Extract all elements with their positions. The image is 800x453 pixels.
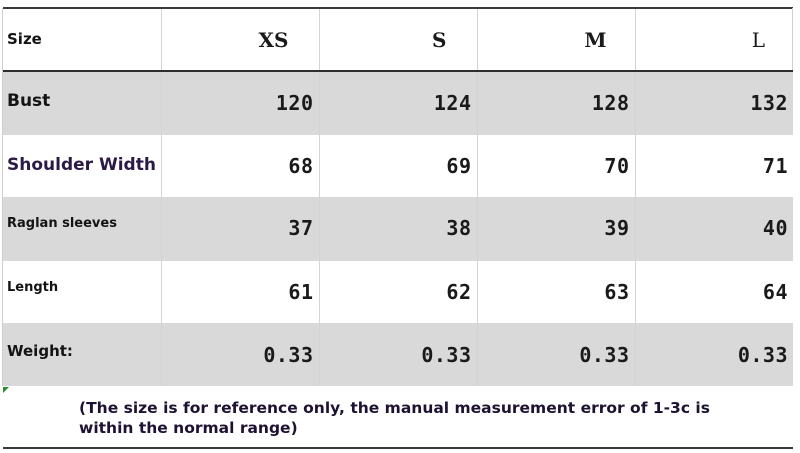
bust-m-cell: 128 [477,71,636,134]
table-row-weight: Weight: 0.33 0.33 0.33 0.33 [3,323,793,386]
shoulder-xs-cell: 68 [161,133,320,197]
row-label-length: Length [3,259,162,323]
length-l-cell: 64 [635,259,793,323]
table-row-bust: Bust 120 124 128 132 [3,71,793,134]
row-label-shoulder-width: Shoulder Width [3,133,162,197]
row-label-raglan-sleeves: Raglan sleeves [3,197,162,260]
measurement-note: (The size is for reference only, the man… [79,399,710,437]
size-table: Size XS S M L Bust 120 124 128 132 Shoul… [3,9,793,386]
size-s-header: S [319,9,478,72]
table-row-raglan-sleeves: Raglan sleeves 37 38 39 40 [3,197,793,260]
length-s-cell: 62 [319,259,478,323]
raglan-m-cell: 39 [477,197,636,260]
weight-l-cell: 0.33 [635,323,793,386]
left-edge-line [2,8,3,386]
weight-m-cell: 0.33 [477,323,636,386]
size-m-header: M [477,9,636,72]
table-row-length: Length 61 62 63 64 [3,259,793,323]
weight-xs-cell: 0.33 [161,323,320,386]
table-row-shoulder-width: Shoulder Width 68 69 70 71 [3,133,793,197]
top-rule [3,7,793,9]
raglan-l-cell: 40 [635,197,793,260]
length-m-cell: 63 [477,259,636,323]
length-xs-cell: 61 [161,259,320,323]
bottom-rule [3,447,793,449]
header-row: Size XS S M L [3,9,793,72]
shoulder-m-cell: 70 [477,133,636,197]
raglan-s-cell: 38 [319,197,478,260]
bust-s-cell: 124 [319,71,478,134]
bust-l-cell: 132 [635,71,793,134]
size-header-label: Size [3,9,162,72]
note-area [3,387,793,447]
row-label-bust: Bust [3,71,162,134]
shoulder-s-cell: 69 [319,133,478,197]
size-xs-header: XS [161,9,320,72]
shoulder-l-cell: 71 [635,133,793,197]
bust-xs-cell: 120 [161,71,320,134]
row-label-weight: Weight: [3,323,162,386]
raglan-xs-cell: 37 [161,197,320,260]
size-l-header: L [635,9,793,72]
weight-s-cell: 0.33 [319,323,478,386]
cell-comment-marker [3,387,9,393]
